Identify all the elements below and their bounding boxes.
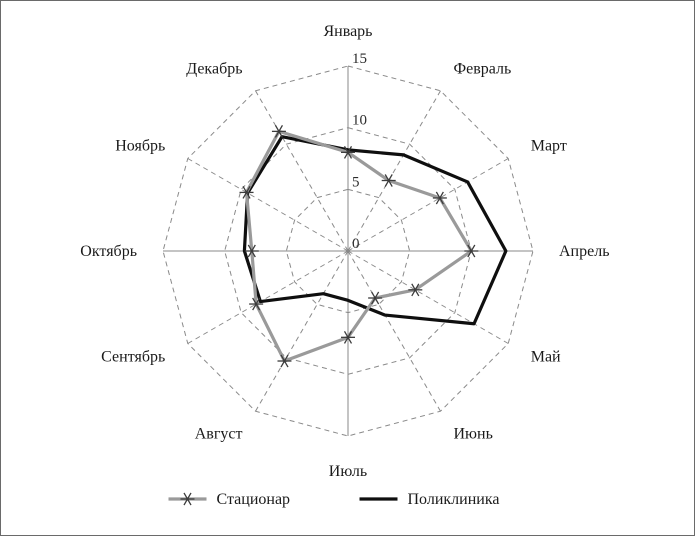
tick-label: 5 <box>352 174 360 190</box>
category-label: Август <box>195 426 243 443</box>
asterisk-marker <box>181 493 195 505</box>
chart-frame: 0 5 10 15 Январь Февраль Март Апрель Май Июнь Июль… <box>0 0 695 536</box>
legend-label: Стационар <box>217 491 291 508</box>
radar-chart: 0 5 10 15 Январь Февраль Март Апрель Май Июнь Июль… <box>1 1 695 537</box>
spoke <box>256 91 349 251</box>
asterisk-marker <box>433 192 447 204</box>
tick-label: 10 <box>352 113 367 129</box>
category-label: Май <box>531 349 561 366</box>
category-label: Июнь <box>454 426 493 443</box>
spoke <box>348 251 441 411</box>
series-line <box>244 137 505 324</box>
asterisk-marker <box>368 292 382 304</box>
category-label: Ноябрь <box>115 138 165 155</box>
tick-label: 0 <box>352 236 360 252</box>
spoke <box>348 159 508 252</box>
category-label: Декабрь <box>186 60 242 77</box>
category-label: Октябрь <box>80 243 137 260</box>
tick-label: 15 <box>352 51 367 67</box>
spoke <box>188 159 348 252</box>
category-label: Март <box>531 138 567 155</box>
asterisk-marker <box>277 355 291 367</box>
legend-label: Поликлиника <box>408 491 500 508</box>
category-label: Сентябрь <box>101 349 165 366</box>
category-label: Июль <box>329 463 367 480</box>
category-label: Январь <box>324 23 373 40</box>
category-label: Апрель <box>559 243 610 260</box>
category-label: Февраль <box>454 60 512 77</box>
